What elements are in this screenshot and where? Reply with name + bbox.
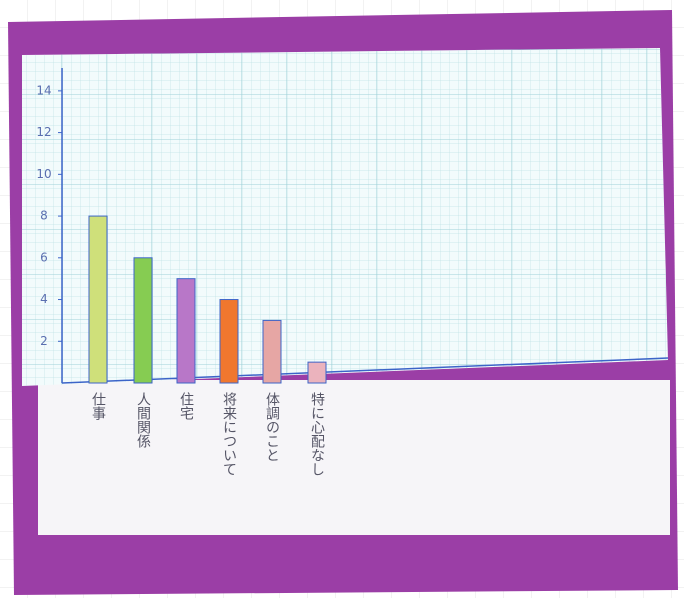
x-tick-label: 住宅 (178, 392, 194, 420)
y-tick-label: 12 (36, 125, 51, 139)
y-tick-label: 4 (40, 292, 48, 306)
x-axis (61, 357, 669, 384)
y-tick-label: 14 (36, 83, 51, 97)
bar (219, 299, 239, 384)
bar (307, 361, 327, 384)
y-tick-label: 8 (40, 209, 48, 223)
x-tick-label: 仕事 (90, 392, 106, 420)
x-tick-label: 体調のこと (264, 392, 280, 462)
y-tick-label: 2 (40, 334, 48, 348)
x-tick-label: 将来について (221, 392, 237, 476)
bar (88, 215, 108, 384)
graph-grid-major (22, 48, 668, 386)
bar (176, 278, 196, 384)
x-tick-label: 人間関係 (135, 392, 151, 449)
x-tick-label: 特に心配なし (309, 392, 325, 476)
y-tick-label: 6 (40, 250, 48, 264)
label-paper (38, 380, 670, 535)
y-tick-label: 10 (36, 167, 51, 181)
bar (262, 319, 282, 384)
bar (133, 257, 153, 384)
